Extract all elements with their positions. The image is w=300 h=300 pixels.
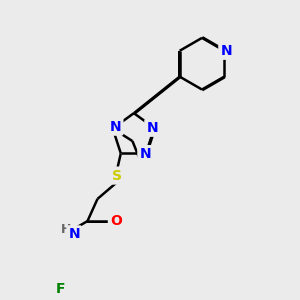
Text: O: O [110, 214, 122, 228]
Text: H: H [61, 223, 71, 236]
Text: N: N [146, 121, 158, 135]
Text: N: N [220, 44, 232, 58]
Text: N: N [68, 227, 80, 242]
Text: N: N [110, 120, 122, 134]
Text: S: S [112, 169, 122, 183]
Text: N: N [139, 147, 151, 161]
Text: F: F [56, 282, 65, 296]
